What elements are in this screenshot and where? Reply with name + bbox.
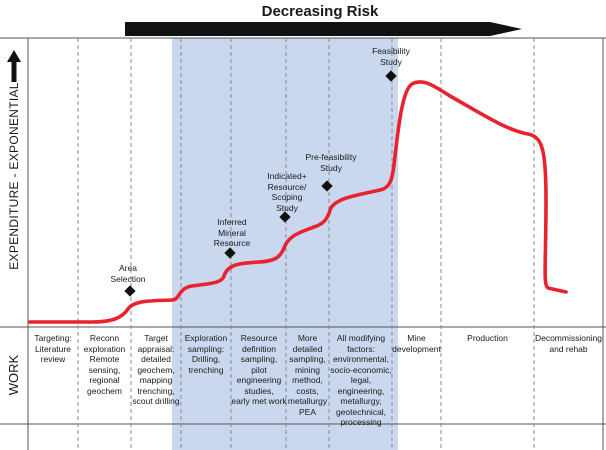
milestone-label-area-selection: Area Selection — [110, 263, 146, 284]
milestone-diamond — [279, 211, 291, 223]
work-axis-label-text: WORK — [6, 354, 21, 396]
work-stage-resource-definition: Resource definition sampling, pilot engi… — [231, 333, 287, 406]
milestone-markers — [124, 70, 397, 297]
risk-arrow — [125, 22, 522, 36]
y-axis-arrow — [7, 50, 21, 82]
work-stage-modifying-factors: All modifying factors: environmental, so… — [330, 333, 392, 427]
milestone-diamond — [124, 285, 136, 297]
work-stage-targeting: Targeting: Literature review — [34, 333, 72, 364]
risk-title: Decreasing Risk — [261, 3, 379, 20]
milestone-label-inferred-resource: Inferred Mineral Resource — [213, 217, 251, 248]
y-axis-label-text: EXPENDITURE - EXPONENTIAL — [7, 82, 21, 270]
work-stage-production: Production — [467, 333, 508, 343]
work-stage-reconnaissance: Reconn exploration Remote sensing, regio… — [83, 333, 126, 396]
work-stage-mine-development: Mine development — [392, 333, 441, 354]
milestone-diamond — [321, 180, 333, 192]
milestone-label-prefeasibility: Pre-feasibility Study — [305, 152, 357, 173]
work-stage-target-appraisal: Target appraisal: detailed geochem, mapp… — [132, 333, 180, 406]
stage-dividers — [77, 38, 535, 450]
expenditure-curve — [28, 80, 568, 324]
milestone-label-indicated-resource: Indicated+ Resource/ Scoping Study — [267, 171, 307, 213]
work-stage-decommissioning: Decommissioning and rehab — [534, 333, 603, 354]
milestone-label-feasibility: Feasibility Study — [372, 46, 410, 67]
work-stage-detailed-sampling: More detailed sampling, mining method, c… — [287, 333, 328, 417]
work-stage-exploration-sampling: Exploration sampling: Drilling, trenchin… — [184, 333, 228, 375]
milestone-diamond — [224, 247, 236, 259]
